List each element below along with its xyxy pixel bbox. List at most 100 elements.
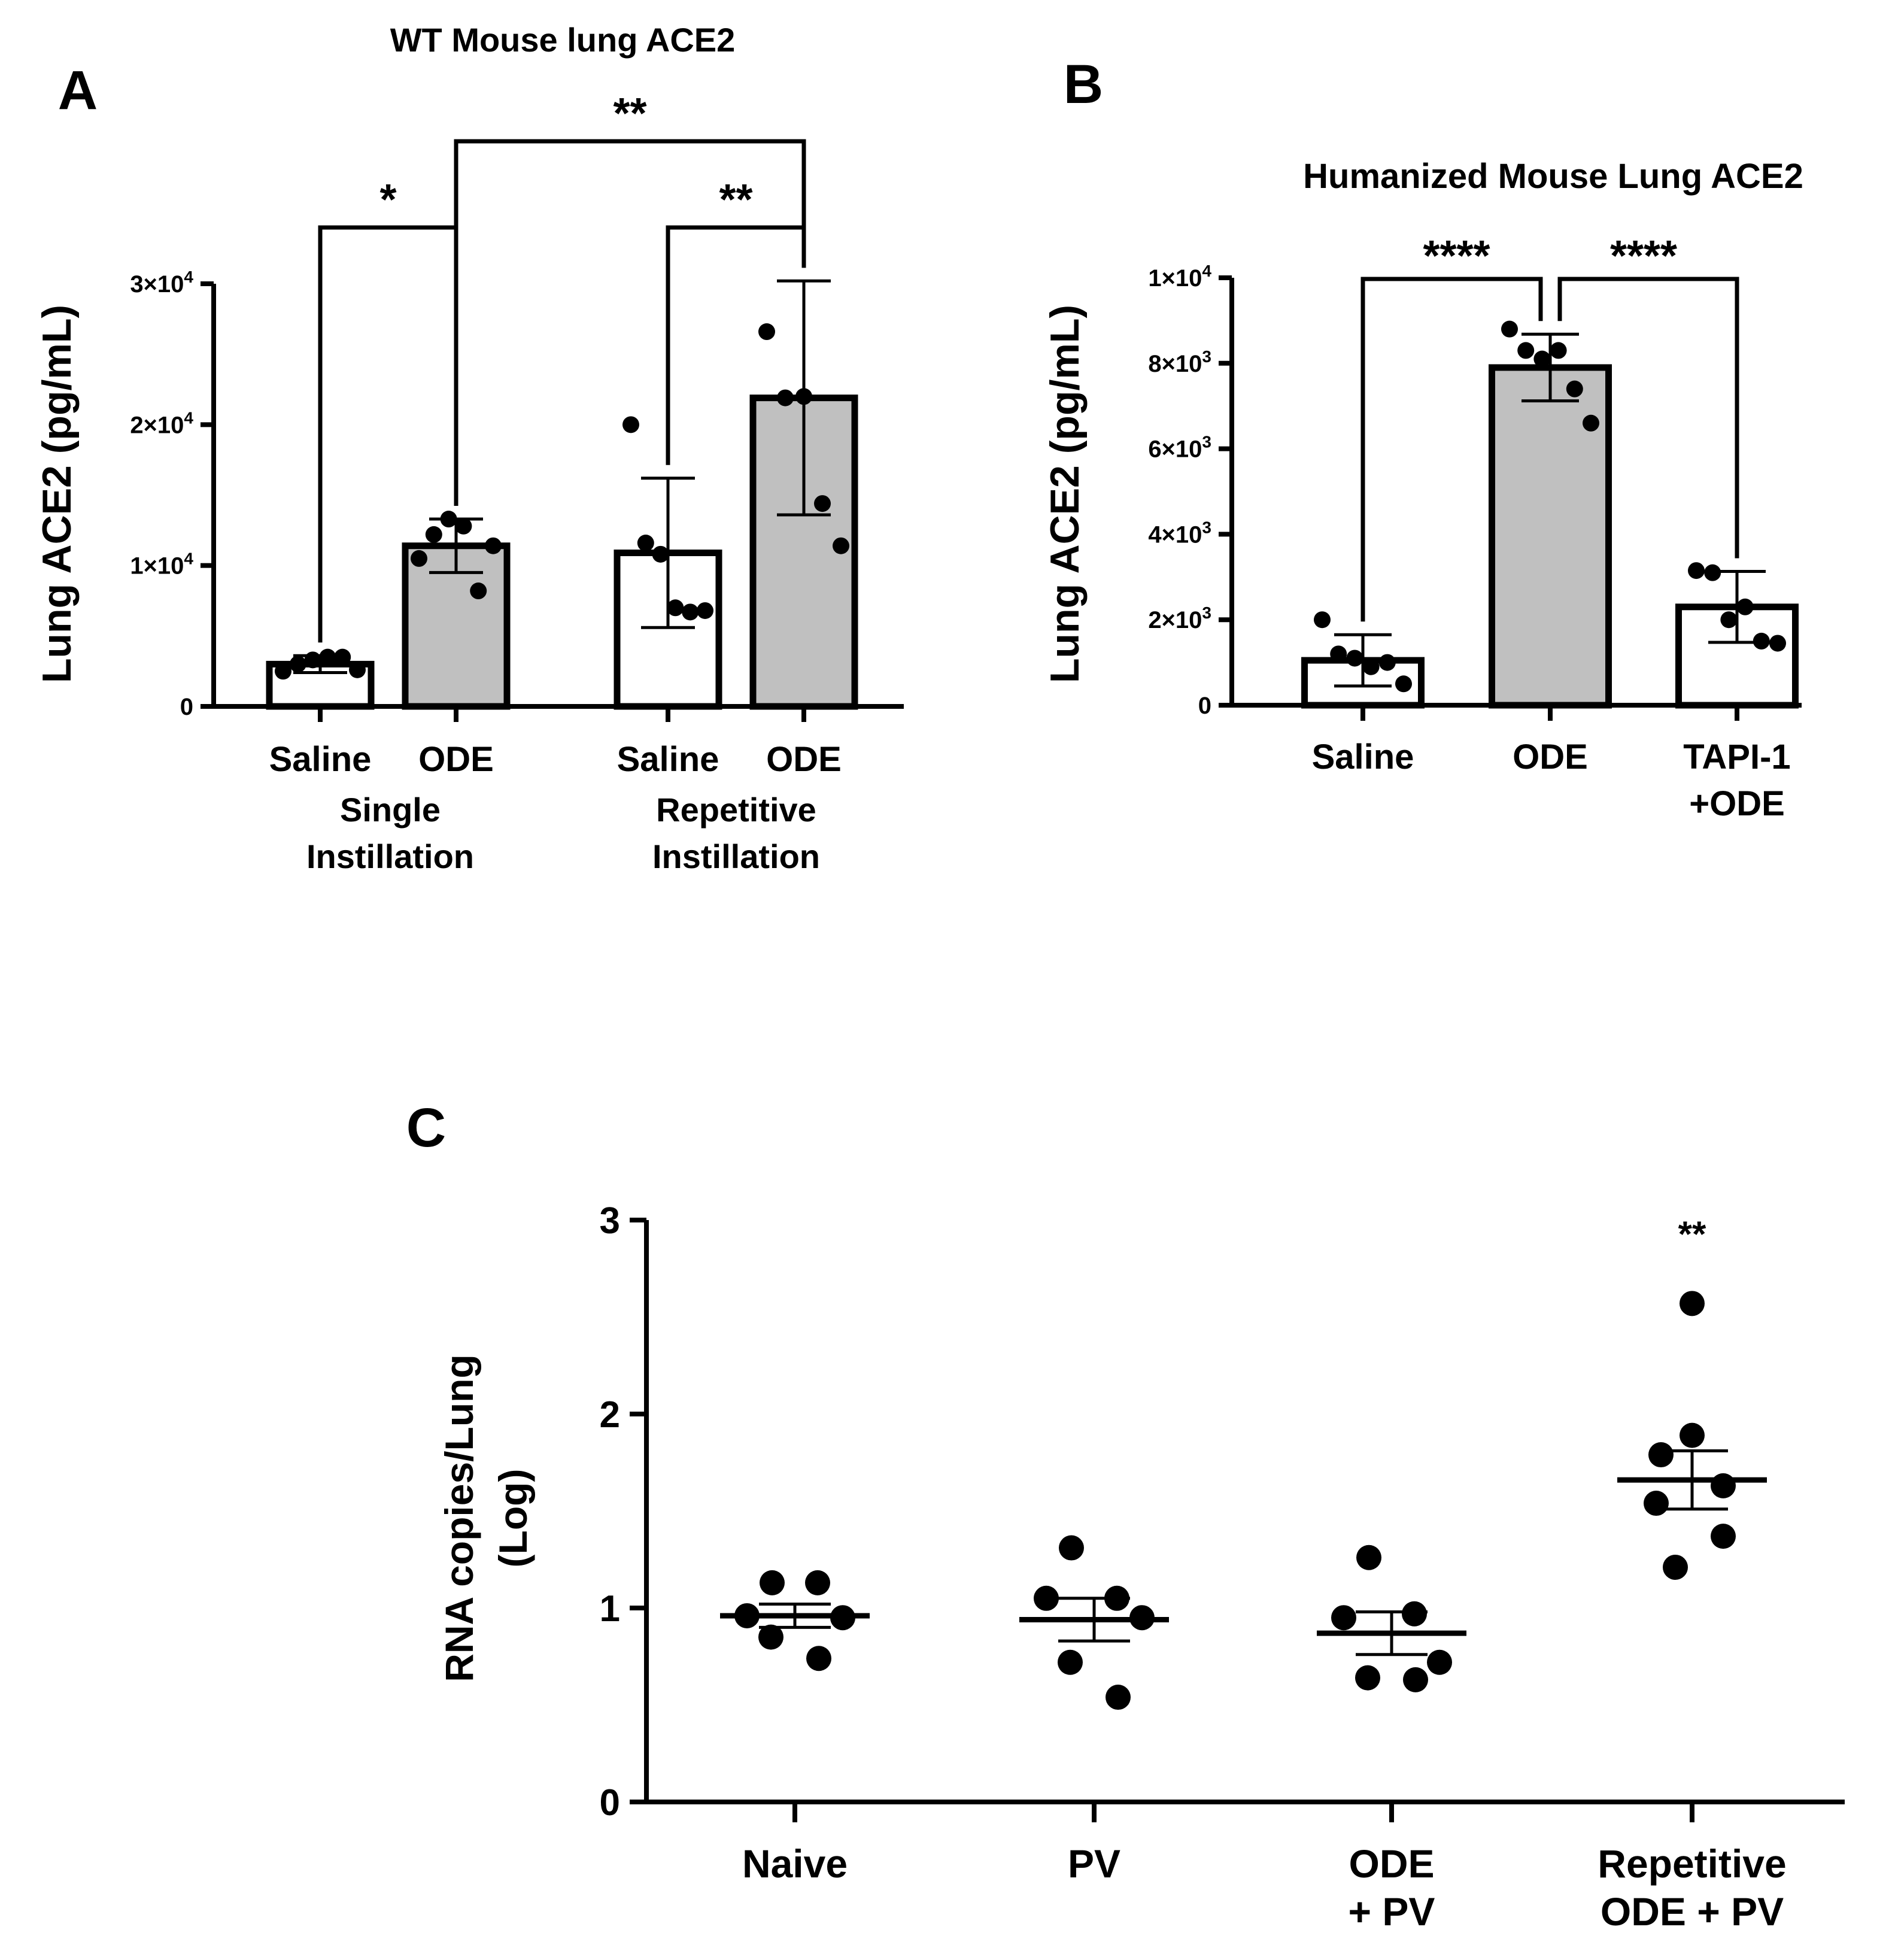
panel-b-data-point — [1550, 342, 1567, 359]
panel-a-data-point — [349, 661, 366, 678]
panel-b-data-point — [1753, 632, 1770, 650]
panel-a-group-label: Repetitive — [656, 791, 816, 829]
panel-c-data-point — [734, 1603, 760, 1628]
panel-b-significance-bracket — [1360, 277, 1543, 622]
panel-a-y-tick-label: 2×104 — [130, 408, 193, 438]
panel-c-x-tick-label: + PV — [1349, 1889, 1435, 1934]
panel-a-title: WT Mouse lung ACE2 — [390, 21, 736, 59]
panel-c-x-tick-label: Naive — [742, 1841, 848, 1886]
panel-c-data-point — [1711, 1524, 1736, 1549]
panel-a-data-point — [275, 663, 291, 680]
panel-b-x-tick-label: ODE — [1513, 738, 1588, 776]
panel-a-significance-label: ** — [613, 90, 646, 138]
panel-c-data-point — [1663, 1554, 1688, 1580]
panel-c-y-tick-label: 0 — [600, 1782, 620, 1824]
panel-b-y-tick-label: 4×103 — [1148, 518, 1211, 548]
panel-b-data-point — [1688, 562, 1705, 579]
panel-c-data-point — [1331, 1605, 1356, 1631]
panel-c-data-point — [1402, 1601, 1427, 1627]
panel-a-data-point — [667, 599, 684, 617]
panel-c-data-point — [1129, 1605, 1155, 1631]
panel-label-a: A — [58, 60, 98, 121]
panel-b-data-point — [1566, 380, 1583, 398]
panel-b-data-point — [1330, 645, 1347, 663]
panel-b-title: Humanized Mouse Lung ACE2 — [1303, 157, 1803, 196]
panel-c-data-point — [1106, 1685, 1131, 1710]
panel-c-data-point — [1355, 1665, 1380, 1691]
panel-b-y-tick-label: 0 — [1198, 693, 1211, 719]
panel-c-data-point — [1644, 1491, 1669, 1516]
panel-c-data-point — [1403, 1667, 1428, 1692]
panel-a-data-point — [622, 416, 639, 433]
panel-c-data-point — [1058, 1649, 1083, 1675]
panel-label-c: C — [406, 1097, 446, 1158]
panel-b-significance-label: **** — [1610, 232, 1677, 280]
panel-c-data-point — [1059, 1535, 1084, 1561]
panel-a-bar — [614, 549, 722, 710]
panel-label-b: B — [1064, 54, 1103, 115]
panel-c-data-point — [1680, 1422, 1705, 1448]
panel-a-data-point — [304, 651, 321, 669]
panel-b-data-point — [1704, 564, 1721, 581]
panel-c-data-point — [806, 1646, 831, 1671]
panel-a-data-point — [814, 495, 831, 512]
panel-b-data-point — [1583, 414, 1599, 432]
panel-c-y-tick-label: 2 — [600, 1394, 620, 1436]
panel-b-data-point — [1314, 611, 1331, 629]
panel-c-data-point — [830, 1605, 855, 1631]
panel-c-x-tick-label: Repetitive — [1598, 1841, 1786, 1886]
panel-a-data-point — [470, 582, 487, 600]
panel-b-y-axis-label: Lung ACE2 (pg/mL) — [1042, 305, 1088, 683]
panel-c-y-axis-label: (Log) — [491, 1469, 535, 1568]
panel-a-data-point — [485, 537, 502, 554]
panel-a-chart: WT Mouse lung ACE2 Lung ACE2 (pg/mL) Sin… — [34, 21, 904, 875]
panel-a-significance-bracket — [454, 139, 806, 506]
panel-a-data-point — [697, 602, 713, 619]
panel-a-significance-label: ** — [719, 176, 752, 224]
panel-a-data-point — [455, 517, 472, 535]
panel-a-data-point — [833, 537, 849, 554]
panel-b-significance-label: **** — [1423, 232, 1490, 280]
panel-a-x-tick-label: ODE — [418, 740, 494, 779]
panel-a-y-axis-label: Lung ACE2 (pg/mL) — [34, 305, 80, 683]
panel-a-data-point — [334, 648, 351, 666]
panel-a-y-tick-label: 1×104 — [130, 550, 193, 579]
panel-b-data-point — [1346, 650, 1363, 667]
panel-c-y-tick-label: 3 — [600, 1200, 620, 1242]
panel-a-data-point — [319, 648, 336, 666]
panel-c-data-point — [1104, 1585, 1129, 1611]
panel-a-data-point — [289, 656, 306, 673]
panel-b-x-tick-label: TAPI-1 — [1683, 738, 1790, 776]
panel-c-x-tick-label: ODE — [1349, 1841, 1434, 1886]
panel-b-data-point — [1517, 342, 1535, 359]
panel-a-y-tick-label: 3×104 — [130, 268, 193, 298]
panel-c-significance-label: ** — [1678, 1214, 1706, 1254]
panel-b-x-tick-label: Saline — [1312, 738, 1414, 776]
panel-b-data-point — [1533, 350, 1551, 368]
panel-a-data-point — [411, 550, 427, 567]
panel-b-data-point — [1736, 598, 1754, 615]
panel-a-data-point — [425, 526, 442, 543]
panel-c-data-point — [758, 1624, 783, 1650]
panel-c-data-point — [805, 1570, 830, 1595]
panel-c-data-point — [1648, 1442, 1674, 1468]
panel-c-chart: RNA copies/Lung (Log) 0 1 2 3 Naive PV ODE+ PV… — [437, 1200, 1845, 1934]
panel-a-significance-label: * — [379, 176, 396, 224]
panel-a-group-label: Instillation — [306, 838, 474, 875]
panel-b-data-point — [1769, 635, 1786, 652]
panel-a-data-point — [777, 389, 794, 406]
panel-b-chart: Humanized Mouse Lung ACE2 Lung ACE2 (pg/… — [1042, 157, 1803, 823]
panel-b-data-point — [1362, 658, 1380, 675]
panel-a-group-label: Instillation — [652, 838, 820, 875]
panel-c-x-tick-label: ODE + PV — [1601, 1889, 1784, 1934]
panel-b-y-tick-label: 8×103 — [1148, 347, 1211, 377]
panel-b-significance-bracket — [1557, 277, 1739, 559]
panel-a-data-point — [795, 388, 812, 405]
panel-b-y-tick-label: 2×103 — [1148, 603, 1211, 633]
panel-c-data-point — [1356, 1545, 1381, 1570]
panel-c-data-point — [760, 1570, 785, 1595]
panel-c-y-tick-label: 1 — [600, 1588, 620, 1630]
panel-a-data-point — [652, 545, 669, 563]
panel-a-data-point — [440, 511, 457, 528]
